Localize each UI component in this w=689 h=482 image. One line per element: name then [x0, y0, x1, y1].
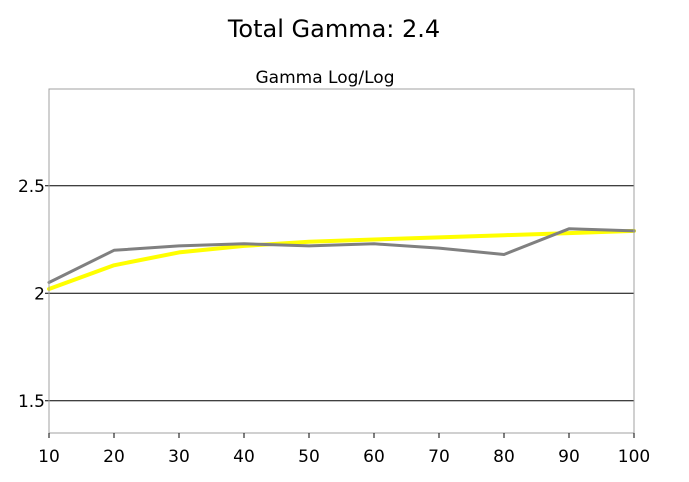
x-tick-label: 90 [558, 447, 580, 467]
x-tick-label: 60 [363, 447, 385, 467]
x-tick-label: 30 [168, 447, 190, 467]
y-tick-label: 2.5 [18, 177, 45, 197]
x-tick-label: 80 [493, 447, 515, 467]
x-ticks: 10 20 30 40 50 60 70 80 90 100 [38, 433, 650, 467]
x-tick-label: 20 [103, 447, 125, 467]
series-line [47, 227, 636, 284]
x-tick-label: 10 [38, 447, 60, 467]
x-tick-label: 70 [428, 447, 450, 467]
grid-lines [45, 185, 634, 402]
chart-subtitle: Gamma Log/Log [256, 68, 395, 88]
x-tick-label: 40 [233, 447, 255, 467]
y-tick-labels: 1.5 2 2.5 [18, 177, 45, 412]
chart-title: Total Gamma: 2.4 [227, 15, 440, 43]
x-tick-label: 100 [618, 447, 650, 467]
series-group [47, 227, 636, 291]
x-tick-label: 50 [298, 447, 320, 467]
series-line [47, 228, 636, 291]
y-tick-label: 2 [34, 284, 45, 304]
plot-area-frame [48, 88, 635, 434]
y-tick-label: 1.5 [18, 392, 45, 412]
